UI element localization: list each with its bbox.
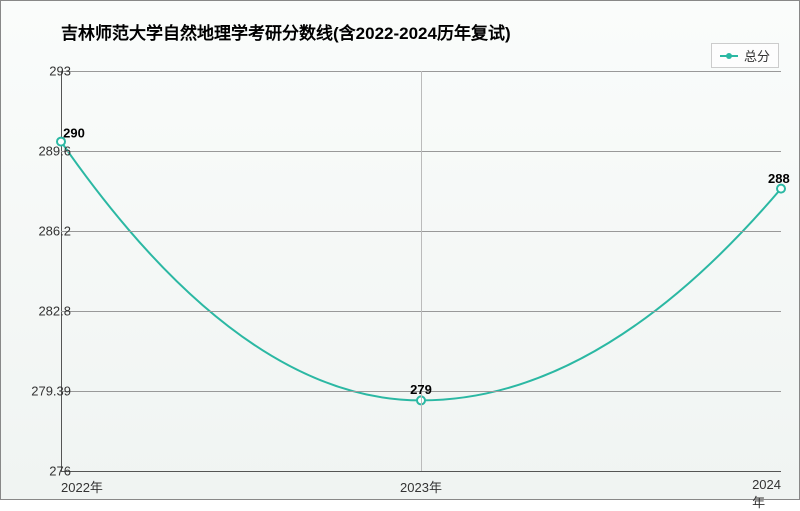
legend-line-icon xyxy=(720,55,738,57)
chart-container: 吉林师范大学自然地理学考研分数线(含2022-2024历年复试) 总分 290 2… xyxy=(0,0,800,500)
chart-title: 吉林师范大学自然地理学考研分数线(含2022-2024历年复试) xyxy=(61,19,511,44)
data-point-label: 288 xyxy=(768,171,790,186)
x-tick-label: 2022年 xyxy=(61,477,103,496)
x-tick-label: 2023年 xyxy=(400,477,442,496)
plot-area: 290279288 xyxy=(61,71,781,471)
legend-dot-icon xyxy=(726,53,732,59)
x-gridline xyxy=(421,71,422,471)
data-point-label: 290 xyxy=(63,125,85,140)
data-point-label: 279 xyxy=(410,382,432,397)
y-tick-label: 289.6 xyxy=(38,144,71,159)
x-axis-line xyxy=(61,471,781,472)
data-point-marker xyxy=(777,185,785,193)
legend: 总分 xyxy=(711,43,779,68)
x-tick-label: 2024年 xyxy=(752,477,781,511)
y-tick-label: 282.8 xyxy=(38,304,71,319)
y-tick-label: 286.2 xyxy=(38,224,71,239)
y-tick-label: 279.39 xyxy=(31,384,71,399)
y-tick-label: 293 xyxy=(49,64,71,79)
legend-label: 总分 xyxy=(744,46,770,65)
